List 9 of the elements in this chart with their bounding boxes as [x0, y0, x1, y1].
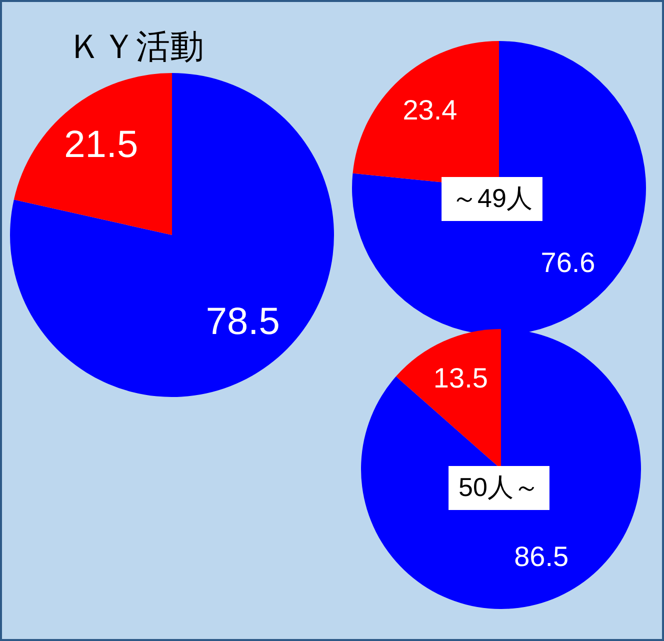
- data-label: 23.4: [402, 94, 458, 126]
- data-label: 13.5: [433, 362, 488, 394]
- data-label: 86.5: [514, 541, 569, 572]
- text: ～49人: [452, 183, 532, 214]
- data-label: 21.5: [64, 124, 138, 166]
- data-label: 78.5: [206, 300, 280, 343]
- data-label: 76.6: [540, 247, 596, 278]
- text: 50人～: [458, 472, 540, 502]
- chart-title: ＫＹ活動: [68, 27, 204, 68]
